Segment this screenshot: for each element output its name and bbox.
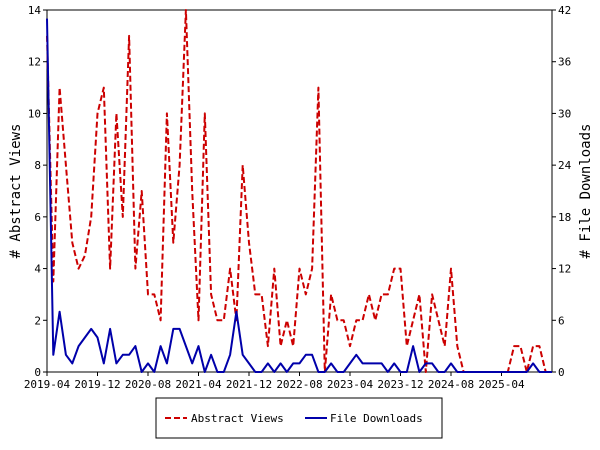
left-y-tick-label: 6	[34, 211, 41, 224]
file-downloads-line	[46, 18, 552, 373]
legend-box	[155, 397, 443, 439]
right-y-tick-label: 30	[558, 107, 571, 120]
abstract-views-line	[46, 9, 552, 373]
right-y-tick-label: 18	[558, 211, 571, 224]
left-axis-title: # Abstract Views	[8, 124, 24, 259]
left-y-tick-label: 8	[34, 159, 41, 172]
x-tick-label: 2021-04	[175, 378, 222, 391]
right-y-tick-label: 24	[558, 159, 572, 172]
left-y-tick-label: 10	[28, 107, 41, 120]
right-axis-title: # File Downloads	[578, 124, 594, 259]
left-y-tick-label: 4	[34, 263, 41, 276]
left-y-tick-label: 0	[34, 366, 41, 379]
right-y-tick-label: 36	[558, 56, 571, 69]
right-y-tick-label: 6	[558, 314, 565, 327]
x-tick-label: 2023-04	[327, 378, 374, 391]
x-tick-label: 2021-12	[226, 378, 272, 391]
x-tick-label: 2019-12	[74, 378, 120, 391]
x-tick-label: 2020-08	[125, 378, 171, 391]
legend-label-abstract-views: Abstract Views	[191, 412, 284, 425]
x-tick-label: 2019-04	[24, 378, 71, 391]
right-y-tick-label: 42	[558, 4, 571, 17]
right-y-tick-label: 12	[558, 263, 571, 276]
right-y-tick-label: 0	[558, 366, 565, 379]
left-y-tick-label: 12	[28, 56, 41, 69]
legend-label-file-downloads: File Downloads	[330, 412, 423, 425]
x-tick-label: 2023-12	[377, 378, 423, 391]
x-tick-label: 2024-08	[428, 378, 474, 391]
x-tick-label: 2022-08	[276, 378, 322, 391]
left-y-tick-label: 14	[28, 4, 42, 17]
x-tick-label: 2025-04	[478, 378, 525, 391]
left-y-tick-label: 2	[34, 314, 41, 327]
